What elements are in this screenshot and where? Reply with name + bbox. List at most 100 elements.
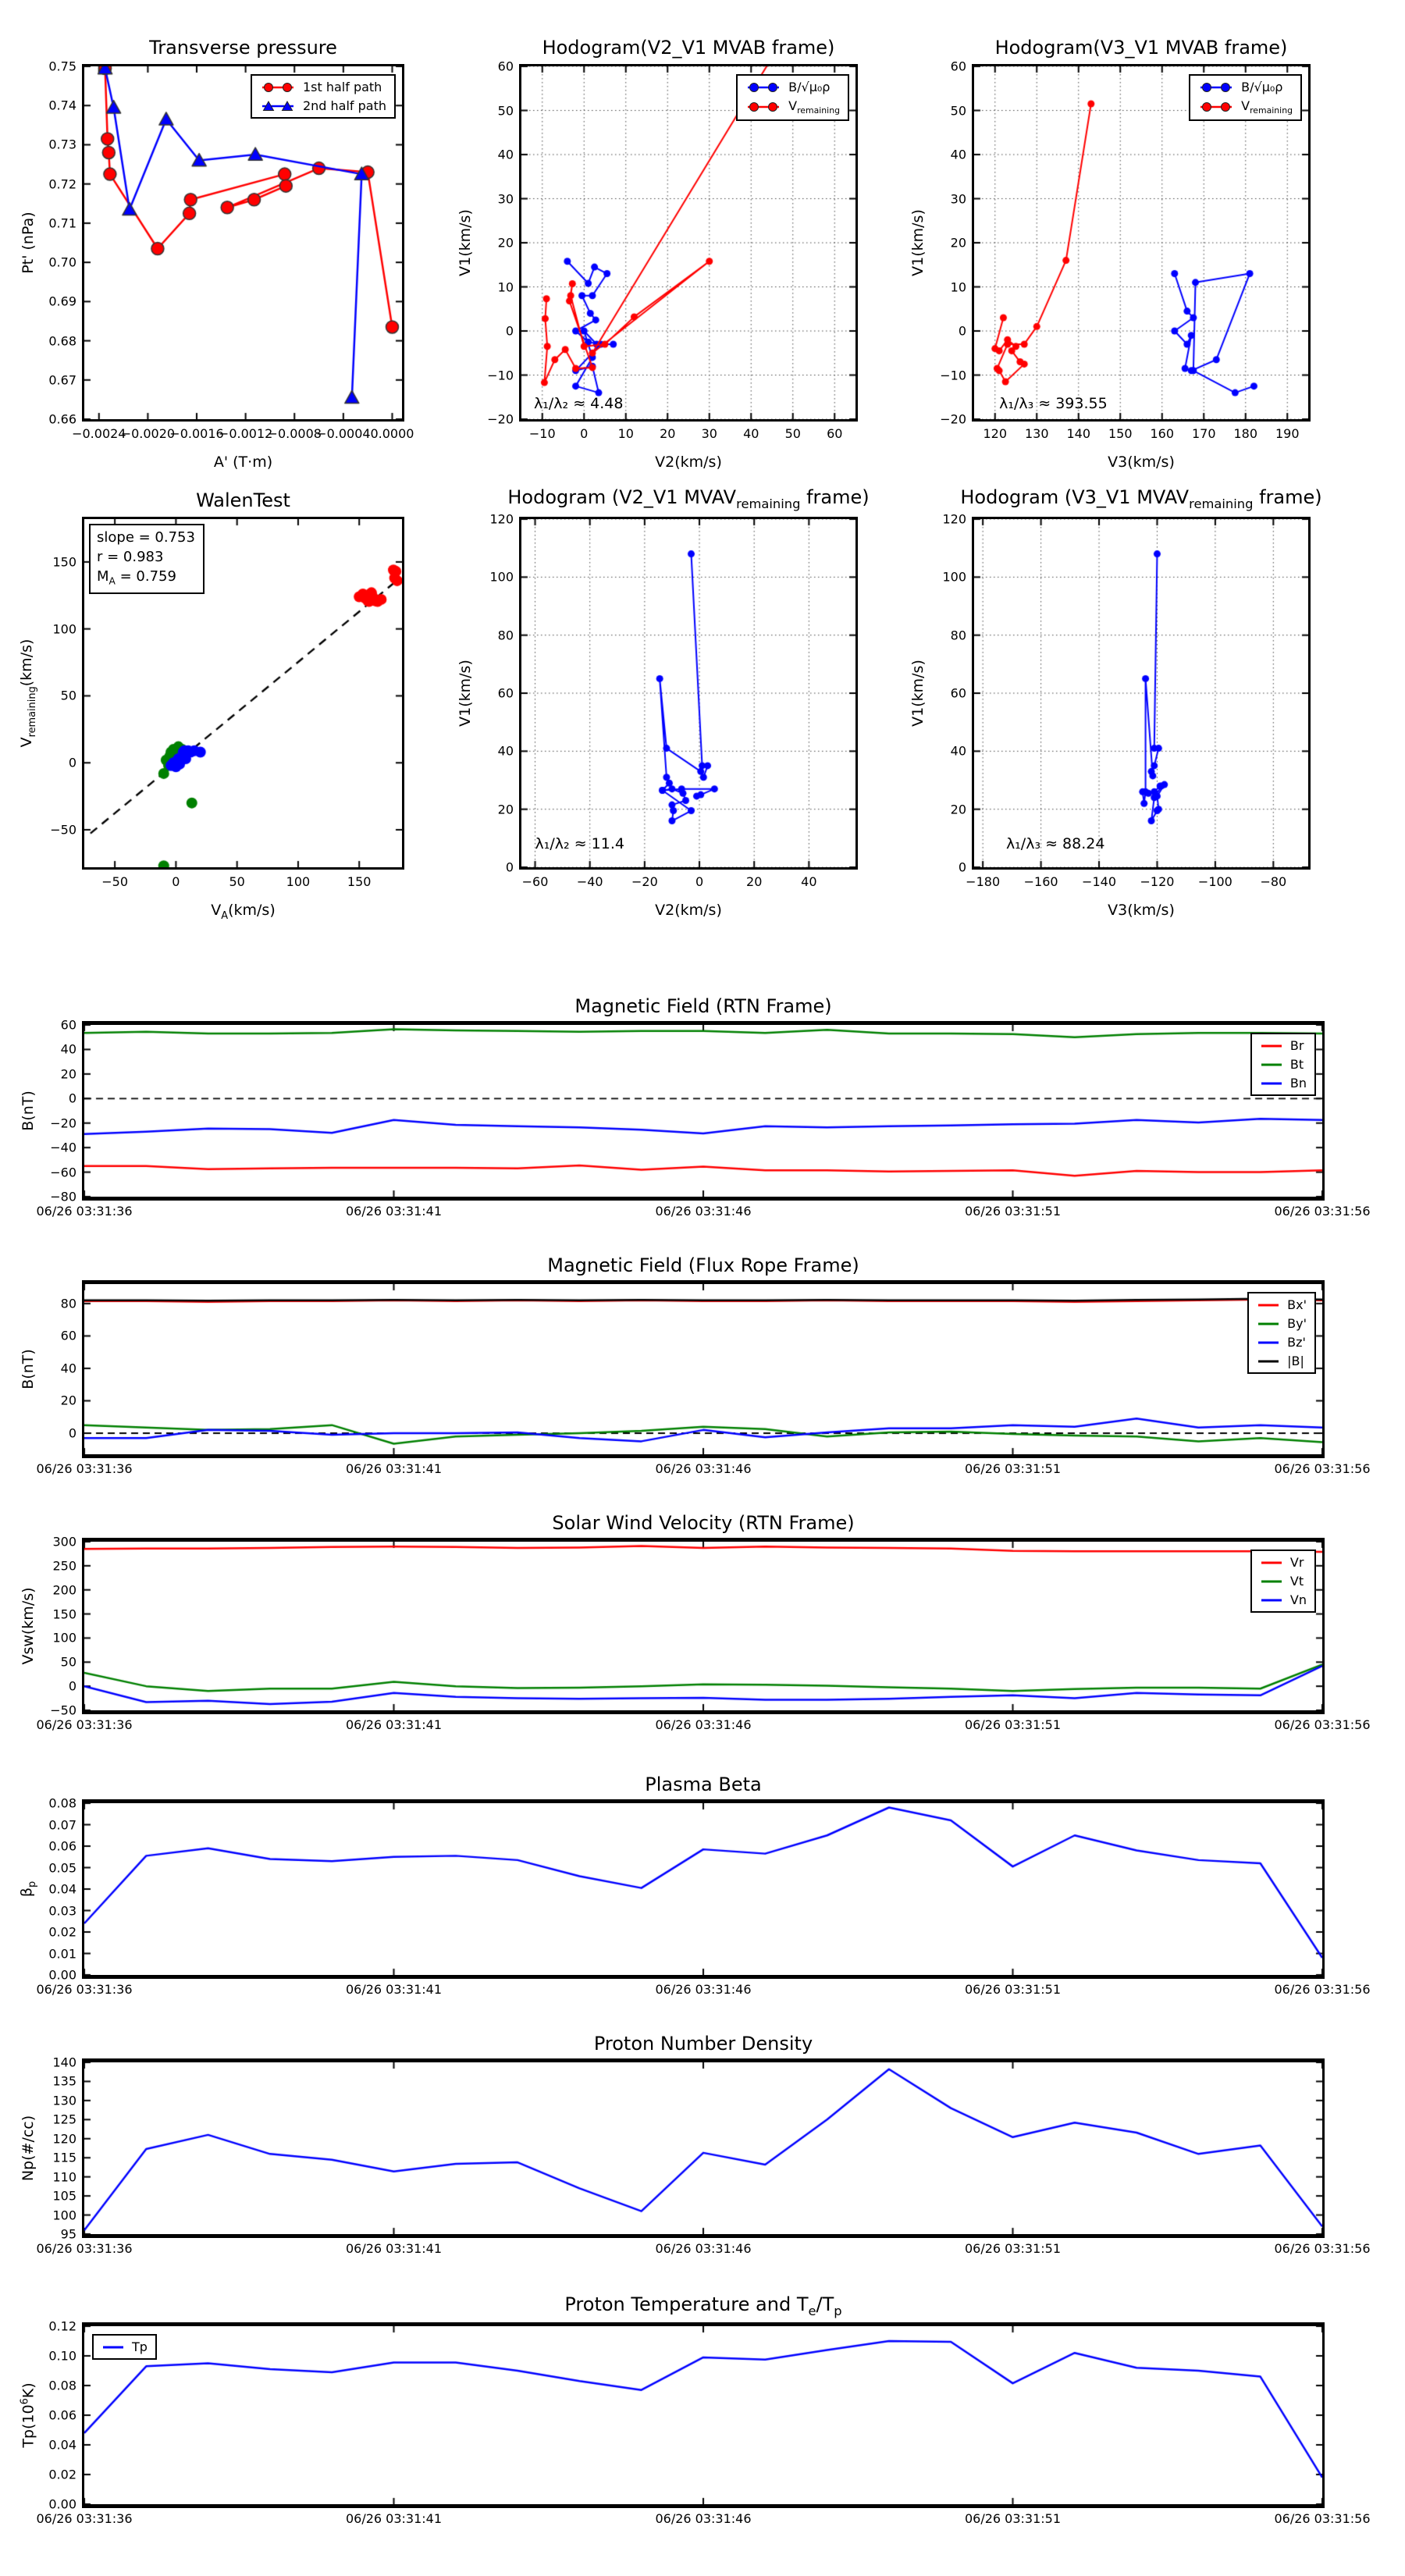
- fit-statistic: slope = 0.753: [97, 529, 195, 546]
- y-tick-label: 0.71: [48, 215, 76, 231]
- x-tick-label: 50: [229, 874, 245, 889]
- plot-area: [521, 66, 855, 419]
- legend: Br Bt Bn: [1250, 1033, 1316, 1096]
- x-tick-label: 160: [1150, 426, 1175, 441]
- plot-area: [84, 1284, 1322, 1454]
- plot-area: [84, 1542, 1322, 1710]
- legend-label: By': [1287, 1316, 1307, 1331]
- x-tick-label: −140: [1082, 874, 1117, 889]
- y-tick-label: 20: [497, 802, 514, 817]
- y-tick-label: 150: [52, 1606, 76, 1622]
- legend-entry: |B|: [1257, 1354, 1307, 1368]
- x-tick-label: −0.0012: [218, 426, 273, 441]
- y-tick-label: 0.08: [48, 2378, 76, 2393]
- x-tick-label: 06/26 03:31:46: [655, 2241, 752, 2256]
- y-axis-label: Pt' (nPa): [20, 212, 37, 274]
- chart-title: Hodogram (V2_V1 MVAVremaining frame): [507, 486, 870, 511]
- legend-entry: Vremaining: [1198, 98, 1293, 116]
- legend-line-sample: [1261, 1561, 1282, 1564]
- legend-label: |B|: [1287, 1354, 1304, 1368]
- legend-entry: Tp: [101, 2339, 148, 2354]
- y-axis-label: V1(km/s): [457, 209, 474, 276]
- legend-line-sample: [1258, 1304, 1279, 1306]
- x-tick-label: 40: [801, 874, 817, 889]
- legend: 1st half path 2nd half path: [250, 74, 396, 119]
- x-tick-label: 06/26 03:31:36: [36, 1461, 133, 1476]
- y-tick-label: 30: [497, 191, 514, 206]
- x-tick-label: 06/26 03:31:56: [1274, 1982, 1371, 1997]
- y-tick-label: −50: [50, 822, 76, 838]
- y-tick-label: 40: [60, 1361, 76, 1376]
- legend-marker-sample: [1200, 82, 1232, 92]
- y-tick-label: 20: [60, 1393, 76, 1408]
- y-axis-label: Vsw(km/s): [20, 1587, 37, 1665]
- y-tick-label: 250: [52, 1558, 76, 1574]
- y-tick-label: −80: [50, 1189, 76, 1204]
- fit-statistic: MA = 0.759: [97, 568, 176, 587]
- legend-label: Vremaining: [788, 98, 840, 116]
- y-tick-label: 110: [52, 2169, 76, 2185]
- legend: Bx' By' Bz' |B|: [1247, 1292, 1316, 1374]
- y-tick-label: 100: [942, 569, 966, 585]
- x-tick-label: 0: [172, 874, 180, 889]
- x-axis-label: A' (T·m): [213, 454, 273, 471]
- y-tick-label: 60: [950, 685, 966, 701]
- eigenvalue-ratio-annotation: λ₁/λ₃ ≈ 88.24: [1005, 835, 1105, 853]
- y-tick-label: 130: [52, 2093, 76, 2108]
- y-tick-label: 0.10: [48, 2348, 76, 2364]
- y-tick-label: 115: [52, 2150, 76, 2165]
- y-axis-label: V1(km/s): [909, 209, 927, 276]
- x-tick-label: −50: [101, 874, 129, 889]
- legend-entry: Bz': [1257, 1335, 1307, 1350]
- legend: B/√μ₀ρ Vremaining: [1189, 74, 1302, 122]
- y-tick-label: 40: [950, 743, 966, 759]
- x-tick-label: 190: [1275, 426, 1300, 441]
- legend-marker-sample: [748, 82, 780, 92]
- y-tick-label: 0.08: [48, 1795, 76, 1811]
- legend-label: Bx': [1287, 1297, 1307, 1312]
- legend: Tp: [92, 2334, 157, 2360]
- eigenvalue-ratio-annotation: λ₁/λ₃ ≈ 393.55: [999, 395, 1108, 413]
- y-tick-label: 300: [52, 1534, 76, 1550]
- legend: Vr Vt Vn: [1250, 1550, 1316, 1613]
- y-tick-label: 0: [68, 1091, 76, 1106]
- y-tick-label: 0.06: [48, 2407, 76, 2423]
- chart-title: Plasma Beta: [645, 1774, 762, 1795]
- y-tick-label: 0: [68, 1678, 76, 1694]
- y-tick-label: 0.00: [48, 2496, 76, 2512]
- y-tick-label: 10: [497, 279, 514, 294]
- y-tick-label: 40: [950, 147, 966, 162]
- y-tick-label: 0.05: [48, 1860, 76, 1875]
- x-tick-label: 06/26 03:31:46: [655, 2511, 752, 2526]
- y-tick-label: 20: [950, 235, 966, 251]
- y-tick-label: 0.02: [48, 1924, 76, 1940]
- x-tick-label: 130: [1024, 426, 1049, 441]
- legend-label: Bt: [1289, 1057, 1304, 1072]
- x-tick-label: 06/26 03:31:36: [36, 2511, 133, 2526]
- legend-label: 1st half path: [302, 80, 382, 94]
- x-tick-label: −20: [631, 874, 658, 889]
- y-tick-label: 60: [497, 685, 514, 701]
- y-tick-label: 30: [950, 191, 966, 206]
- x-tick-label: 0: [695, 874, 704, 889]
- y-tick-label: 40: [60, 1041, 76, 1057]
- x-tick-label: 06/26 03:31:41: [345, 1717, 443, 1732]
- x-tick-label: −40: [576, 874, 603, 889]
- x-tick-label: 06/26 03:31:56: [1274, 1204, 1371, 1219]
- y-tick-label: 60: [950, 59, 966, 74]
- x-tick-label: −160: [1023, 874, 1058, 889]
- x-tick-label: 06/26 03:31:41: [345, 1982, 443, 1997]
- y-tick-label: 80: [497, 628, 514, 643]
- x-tick-label: −0.0020: [120, 426, 176, 441]
- legend-entry: B/√μ₀ρ: [745, 80, 840, 94]
- y-tick-label: 60: [60, 1017, 76, 1033]
- y-tick-label: 100: [52, 2208, 76, 2223]
- x-axis-label: V2(km/s): [655, 902, 722, 919]
- x-tick-label: 06/26 03:31:51: [964, 2241, 1062, 2256]
- x-tick-label: 06/26 03:31:36: [36, 1982, 133, 1997]
- y-axis-label: B(nT): [20, 1091, 37, 1131]
- chart-plasma-beta: Plasma Beta βp 06/26 03:31:36 06/26 03:31…: [18, 1774, 1370, 1997]
- chart-hodogram-v3-mvab: Hodogram(V3_V1 MVAB frame) V3(km/s) V1(k…: [909, 37, 1311, 471]
- y-tick-label: 120: [489, 511, 514, 527]
- x-tick-label: 06/26 03:31:46: [655, 1204, 752, 1219]
